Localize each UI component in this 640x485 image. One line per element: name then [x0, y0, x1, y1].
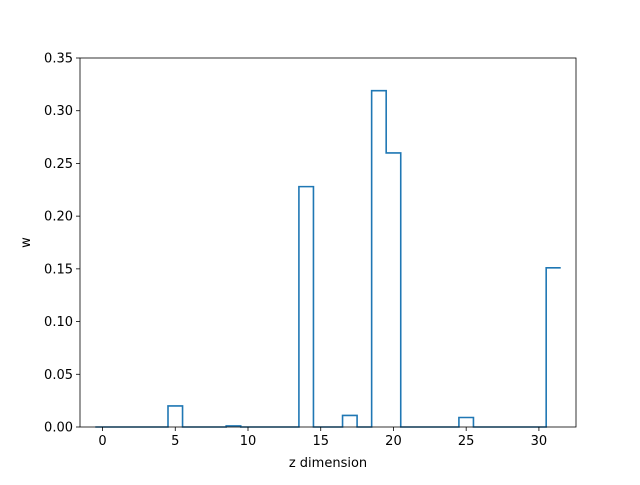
x-tick-label: 25: [458, 434, 475, 449]
bin-bar: [459, 418, 474, 427]
y-tick-label: 0.15: [44, 262, 73, 277]
y-tick-label: 0.00: [44, 421, 73, 436]
bin-bar: [343, 415, 358, 427]
x-axis-label: z dimension: [289, 456, 367, 471]
bin-bar: [386, 153, 401, 427]
y-tick-label: 0.35: [44, 52, 73, 67]
bin-bar: [546, 268, 561, 427]
bin-bar: [299, 187, 314, 427]
x-tick-label: 20: [385, 434, 402, 449]
y-tick-label: 0.05: [44, 368, 73, 383]
bin-bar: [372, 91, 387, 427]
x-tick-label: 5: [171, 434, 179, 449]
y-axis-ticks: 0.00 0.05 0.10 0.15 0.20 0.25 0.30 0.35: [44, 52, 80, 436]
x-tick-label: 0: [98, 434, 106, 449]
x-tick-label: 10: [240, 434, 257, 449]
y-tick-label: 0.10: [44, 315, 73, 330]
y-tick-label: 0.20: [44, 210, 73, 225]
x-tick-label: 30: [531, 434, 548, 449]
bin-bar: [168, 406, 183, 427]
y-axis-label: w: [19, 237, 34, 248]
x-tick-label: 15: [312, 434, 329, 449]
x-axis-ticks: 0 5 10 15 20 25 30: [98, 427, 547, 449]
y-tick-label: 0.30: [44, 104, 73, 119]
y-tick-label: 0.25: [44, 157, 73, 172]
plot-frame: [79, 57, 577, 428]
